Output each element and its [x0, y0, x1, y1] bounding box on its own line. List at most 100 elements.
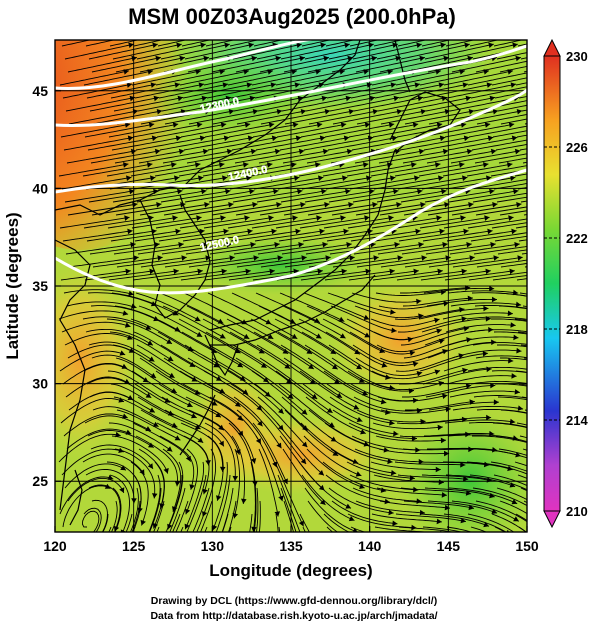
streamline — [64, 190, 135, 203]
streamline-arrowhead — [195, 69, 201, 75]
streamline-arrowhead — [123, 581, 128, 587]
streamline-arrowhead — [125, 268, 131, 275]
streamline — [229, 176, 300, 190]
streamline — [204, 422, 236, 482]
streamline — [185, 243, 256, 255]
streamline — [182, 383, 244, 422]
streamline-arrowhead — [560, 300, 566, 305]
streamline-arrowhead — [414, 82, 420, 88]
streamline-arrowhead — [232, 475, 239, 481]
streamline-arrowhead — [145, 392, 152, 398]
streamline — [493, 331, 527, 335]
streamline-arrowhead — [86, 555, 92, 560]
streamline-arrowhead — [167, 523, 173, 530]
streamline-arrowhead — [355, 471, 362, 477]
streamline-arrowhead — [370, 242, 376, 248]
streamline-arrowhead — [388, 122, 395, 128]
streamline — [125, 513, 133, 532]
streamline — [164, 110, 235, 125]
streamline — [349, 331, 416, 355]
streamline-arrowhead — [131, 55, 137, 62]
coastline-sakhalin — [394, 40, 411, 93]
streamline-arrowhead — [416, 298, 422, 305]
footer-credit-data: Data from http://database.rish.kyoto-u.a… — [150, 610, 437, 622]
streamline-arrowhead — [311, 393, 318, 399]
streamline — [349, 176, 420, 190]
streamline-arrowhead — [153, 95, 160, 102]
streamline-arrowhead — [343, 228, 349, 235]
streamline — [470, 380, 527, 385]
streamline — [380, 110, 451, 125]
map-title: MSM 00Z03Aug2025 (200.0hPa) — [128, 4, 456, 29]
streamline — [91, 354, 157, 379]
streamline — [404, 110, 475, 125]
streamline-arrowhead — [345, 503, 351, 509]
streamline-arrowhead — [245, 268, 251, 275]
streamline — [254, 230, 325, 242]
streamline — [397, 474, 469, 480]
streamline — [274, 461, 304, 527]
streamline — [169, 487, 186, 532]
streamline-arrowhead — [293, 268, 299, 275]
streamline — [349, 474, 419, 491]
streamline-arrowhead — [318, 175, 324, 181]
streamline — [400, 487, 472, 495]
streamline — [496, 52, 527, 60]
streamline-arrowhead — [416, 42, 422, 48]
streamline-arrowhead — [397, 255, 403, 261]
streamline — [446, 230, 517, 242]
streamline-arrowhead — [394, 242, 400, 248]
streamline — [203, 216, 274, 229]
streamline — [301, 40, 332, 47]
streamline-arrowhead — [533, 367, 538, 373]
streamline-arrowhead — [536, 136, 542, 142]
streamline — [204, 123, 275, 138]
streamline-arrowhead — [579, 383, 585, 388]
streamline — [131, 370, 193, 408]
streamline — [428, 401, 499, 411]
streamline — [322, 163, 393, 177]
streamline-arrowhead — [298, 520, 304, 527]
streamline-arrowhead — [363, 162, 369, 168]
streamline-arrowhead — [330, 349, 336, 354]
streamline-arrowhead — [147, 69, 153, 75]
streamline-arrowhead — [260, 362, 267, 368]
streamline — [379, 349, 448, 364]
streamline-arrowhead — [271, 135, 278, 142]
streamline — [466, 165, 527, 177]
streamline — [253, 176, 324, 190]
streamline — [253, 40, 284, 47]
streamline — [131, 216, 202, 229]
streamline — [424, 190, 495, 203]
streamline — [249, 513, 253, 532]
streamline — [206, 383, 263, 427]
streamline — [371, 70, 442, 86]
streamline — [331, 57, 401, 73]
streamline — [400, 327, 470, 346]
streamline — [327, 292, 396, 314]
streamline — [137, 96, 208, 112]
streamline-arrowhead — [418, 242, 424, 248]
streamline — [228, 270, 299, 281]
streamline-arrowhead — [203, 55, 209, 62]
streamline-arrowhead — [564, 365, 570, 370]
streamline — [257, 96, 328, 112]
streamline — [322, 318, 386, 353]
streamline — [180, 526, 184, 532]
streamline-arrowhead — [321, 188, 327, 195]
streamline — [303, 292, 370, 320]
streamline — [419, 513, 490, 527]
streamline-arrowhead — [515, 301, 522, 308]
streamline-arrowhead — [466, 148, 473, 155]
streamline-arrowhead — [194, 424, 201, 430]
streamline — [186, 474, 207, 532]
streamline — [492, 422, 527, 429]
streamline — [396, 418, 468, 425]
streamline-arrowhead — [173, 29, 178, 35]
streamline — [467, 72, 527, 86]
streamline-arrowhead — [128, 347, 135, 353]
streamline-arrowhead — [205, 255, 211, 261]
x-tick-label: 140 — [358, 538, 382, 554]
streamline — [155, 216, 226, 229]
streamline — [210, 150, 281, 164]
